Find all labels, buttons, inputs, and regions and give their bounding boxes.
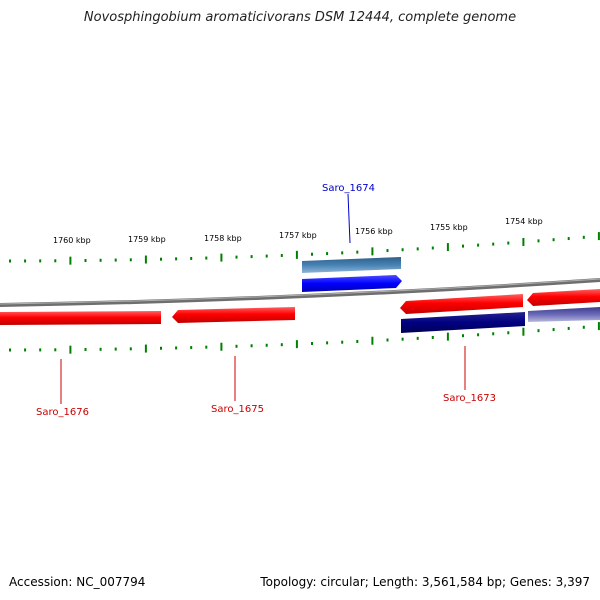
ruler-label: 1759 kbp: [128, 235, 166, 244]
ruler-label: 1757 kbp: [279, 231, 317, 240]
ruler-label: 1754 kbp: [505, 217, 543, 226]
ruler-label: 1760 kbp: [53, 236, 91, 245]
gene-label-saro-1676[interactable]: Saro_1676: [36, 407, 89, 418]
genome-summary-text: Topology: circular; Length: 3,561,584 bp…: [260, 575, 590, 589]
ruler-labels: 1760 kbp 1759 kbp 1758 kbp 1757 kbp 1756…: [53, 217, 543, 245]
feature-saro-1676-gene[interactable]: [0, 311, 161, 325]
genome-backbone: [0, 278, 600, 307]
feature-saro-1673-gene[interactable]: [400, 294, 523, 314]
feature-saro-1675-gene[interactable]: [172, 307, 295, 323]
map-title: Novosphingobium aromaticivorans DSM 1244…: [83, 10, 517, 25]
accession-text: Accession: NC_007794: [9, 575, 146, 589]
feature-saro-1673-cds[interactable]: [401, 312, 525, 333]
gene-label-saro-1674[interactable]: Saro_1674: [322, 183, 375, 194]
gene-label-saro-1675[interactable]: Saro_1675: [211, 404, 264, 415]
feature-neighbor-other[interactable]: [528, 307, 600, 322]
feature-saro-1674-cds[interactable]: [302, 275, 402, 292]
ruler-label: 1758 kbp: [204, 234, 242, 243]
gene-label-saro-1673[interactable]: Saro_1673: [443, 393, 496, 404]
ruler-ticks-top: [9, 232, 600, 265]
ruler-label: 1756 kbp: [355, 227, 393, 236]
feature-neighbor-gene[interactable]: [527, 289, 600, 306]
ruler-label: 1755 kbp: [430, 223, 468, 232]
feature-saro-1674-other[interactable]: [302, 257, 401, 273]
ruler-ticks-bottom: [9, 322, 600, 354]
label-leader: [347, 193, 351, 244]
